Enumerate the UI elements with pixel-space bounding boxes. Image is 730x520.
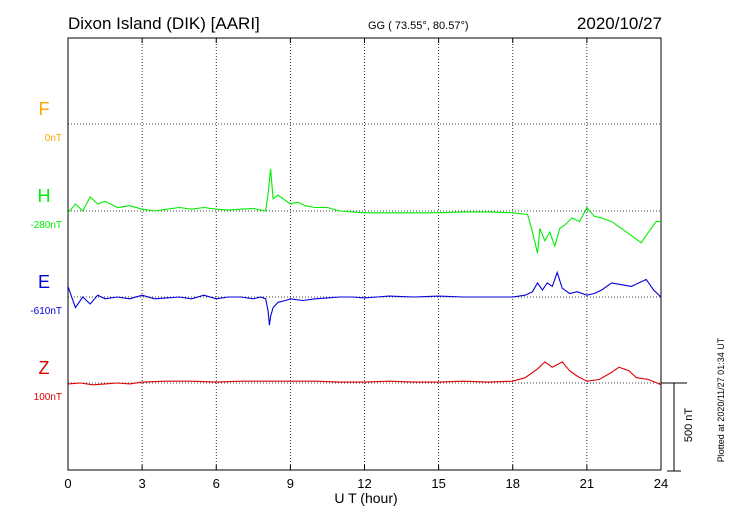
series-line-H xyxy=(67,168,661,254)
series-lines xyxy=(67,168,662,386)
x-ticks: 0 3 6 9 12 15 18 21 24 xyxy=(64,38,668,491)
x-tick-label: 15 xyxy=(431,476,445,491)
scale-bar xyxy=(661,382,687,472)
channel-baseline-Z: 100nT xyxy=(34,392,62,403)
station-title: Dixon Island (DIK) [AARI] xyxy=(68,14,260,33)
channel-name-Z: Z xyxy=(39,358,50,378)
date-label: 2020/10/27 xyxy=(577,14,662,33)
x-tick-label: 12 xyxy=(357,476,371,491)
channel-name-E: E xyxy=(38,272,50,292)
plotted-timestamp: Plotted at 2020/11/27 01:34 UT xyxy=(716,337,726,462)
x-tick-label: 24 xyxy=(654,476,668,491)
scale-bar-label: 500 nT xyxy=(683,408,695,443)
x-axis-label: U T (hour) xyxy=(334,490,397,506)
channel-labels: F 0nT H -280nT E -610nT Z 100nT xyxy=(30,99,62,403)
x-tick-label: 6 xyxy=(213,476,220,491)
channel-name-F: F xyxy=(39,99,50,119)
x-tick-label: 21 xyxy=(580,476,594,491)
grid xyxy=(68,38,661,470)
x-tick-label: 0 xyxy=(64,476,71,491)
x-tick-label: 18 xyxy=(506,476,520,491)
channel-baseline-E: -610nT xyxy=(30,306,62,317)
channel-name-H: H xyxy=(38,186,51,206)
x-tick-label: 3 xyxy=(139,476,146,491)
channel-baseline-H: -280nT xyxy=(30,220,62,231)
series-line-E xyxy=(67,270,662,326)
x-tick-label: 9 xyxy=(287,476,294,491)
geo-coordinates: GG ( 73.55°, 80.57°) xyxy=(368,20,469,32)
channel-baseline-F: 0nT xyxy=(45,133,62,144)
series-line-Z xyxy=(67,361,662,386)
